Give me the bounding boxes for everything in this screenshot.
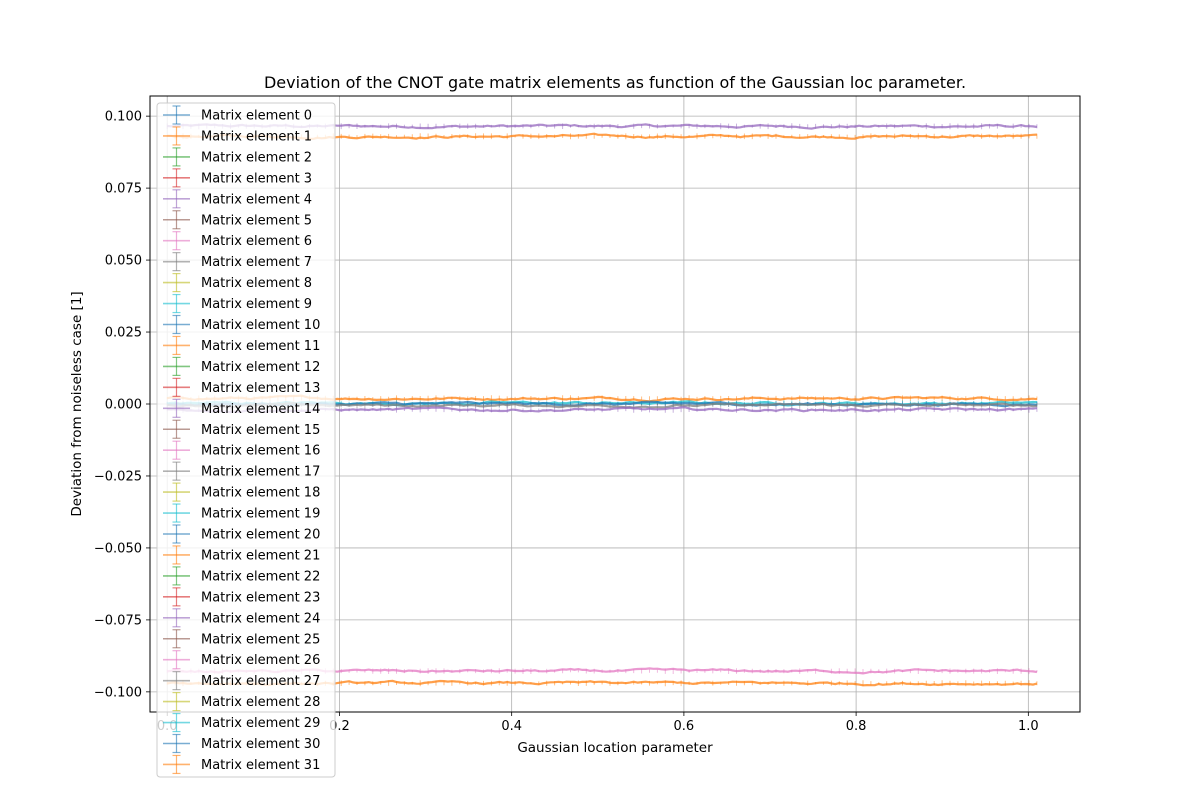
- legend-label: Matrix element 4: [201, 192, 312, 207]
- legend-label: Matrix element 29: [201, 716, 320, 731]
- legend-label: Matrix element 0: [201, 109, 312, 124]
- x-axis-label: Gaussian location parameter: [517, 740, 713, 756]
- legend-entry: Matrix element 24: [163, 608, 320, 628]
- legend-label: Matrix element 9: [201, 297, 312, 312]
- legend-label: Matrix element 1: [201, 129, 312, 144]
- legend-label: Matrix element 3: [201, 171, 312, 186]
- legend-label: Matrix element 11: [201, 339, 320, 354]
- x-tick-label: 1.0: [1018, 719, 1039, 734]
- legend-entry: Matrix element 20: [163, 524, 320, 544]
- x-tick-label: 0.6: [674, 719, 695, 734]
- legend-entry: Matrix element 15: [163, 419, 320, 439]
- y-tick-label: −0.025: [94, 469, 142, 484]
- y-tick-label: 0.100: [105, 110, 142, 125]
- y-axis-label: Deviation from noiseless case [1]: [69, 291, 85, 516]
- legend-label: Matrix element 17: [201, 465, 320, 480]
- legend-entry: Matrix element 18: [163, 482, 320, 502]
- legend-entry: Matrix element 11: [163, 335, 320, 356]
- y-tick-label: −0.075: [94, 613, 142, 628]
- legend-entry: Matrix element 5: [163, 210, 312, 230]
- legend-label: Matrix element 12: [201, 360, 320, 375]
- y-tick-label: −0.100: [94, 685, 142, 700]
- legend-label: Matrix element 19: [201, 507, 320, 522]
- legend-label: Matrix element 26: [201, 653, 320, 668]
- legend-entry: Matrix element 27: [163, 671, 320, 691]
- legend-entry: Matrix element 22: [163, 566, 320, 586]
- y-tick-label: 0.025: [105, 326, 142, 341]
- legend-label: Matrix element 2: [201, 150, 312, 165]
- legend-label: Matrix element 16: [201, 444, 320, 459]
- chart-title: Deviation of the CNOT gate matrix elemen…: [264, 73, 966, 92]
- legend-entry: Matrix element 4: [163, 189, 312, 209]
- legend-frame: [156, 102, 336, 778]
- legend-label: Matrix element 5: [201, 213, 312, 228]
- legend-label: Matrix element 14: [201, 402, 320, 417]
- legend-entry: Matrix element 14: [163, 398, 320, 418]
- legend-entry: Matrix element 8: [163, 273, 312, 293]
- legend-entry: Matrix element 1: [163, 126, 312, 146]
- legend-entry: Matrix element 25: [163, 629, 320, 649]
- legend-label: Matrix element 15: [201, 423, 320, 438]
- legend-entry: Matrix element 31: [163, 754, 320, 775]
- legend-entry: Matrix element 28: [163, 691, 320, 712]
- legend-entry: Matrix element 26: [163, 650, 320, 670]
- y-tick-label: −0.050: [94, 541, 142, 556]
- legend-entry: Matrix element 2: [163, 147, 312, 167]
- legend-label: Matrix element 25: [201, 632, 320, 647]
- legend: Matrix element 0 Matrix element 1 Matrix e…: [156, 102, 336, 778]
- legend-label: Matrix element 28: [201, 695, 320, 710]
- legend-label: Matrix element 13: [201, 381, 320, 396]
- legend-entry: Matrix element 19: [163, 503, 320, 523]
- legend-label: Matrix element 24: [201, 611, 320, 626]
- legend-label: Matrix element 21: [201, 548, 320, 563]
- y-tick-label: 0.075: [105, 182, 142, 197]
- legend-entry: Matrix element 0: [163, 105, 312, 125]
- x-tick-label: 0.8: [846, 719, 867, 734]
- legend-entry: Matrix element 3: [163, 168, 312, 188]
- legend-entry: Matrix element 23: [163, 587, 320, 607]
- legend-label: Matrix element 7: [201, 255, 312, 270]
- legend-entry: Matrix element 17: [163, 461, 320, 481]
- legend-label: Matrix element 8: [201, 276, 312, 291]
- legend-entry: Matrix element 13: [163, 377, 320, 397]
- legend-label: Matrix element 18: [201, 486, 320, 501]
- legend-entry: Matrix element 16: [163, 440, 320, 460]
- y-axis-ticks: −0.100 −0.075 −0.050 −0.025 0.000 0.025 0.050 0…: [94, 110, 150, 700]
- legend-label: Matrix element 22: [201, 569, 320, 584]
- legend-label: Matrix element 6: [201, 234, 312, 249]
- legend-entry: Matrix element 12: [163, 356, 320, 376]
- legend-entry: Matrix element 7: [163, 252, 312, 272]
- legend-label: Matrix element 27: [201, 674, 320, 689]
- legend-label: Matrix element 20: [201, 528, 320, 543]
- legend-label: Matrix element 10: [201, 318, 320, 333]
- legend-entry: Matrix element 29: [163, 712, 320, 733]
- legend-entry: Matrix element 10: [163, 314, 320, 335]
- legend-label: Matrix element 31: [201, 758, 320, 773]
- legend-entry: Matrix element 30: [163, 733, 320, 754]
- legend-entry: Matrix element 21: [163, 545, 320, 565]
- x-tick-label: 0.4: [501, 719, 522, 734]
- legend-label: Matrix element 30: [201, 737, 320, 752]
- legend-entry: Matrix element 9: [163, 293, 312, 314]
- legend-label: Matrix element 23: [201, 590, 320, 605]
- y-tick-label: 0.000: [105, 398, 142, 413]
- legend-entry: Matrix element 6: [163, 231, 312, 251]
- y-tick-label: 0.050: [105, 254, 142, 269]
